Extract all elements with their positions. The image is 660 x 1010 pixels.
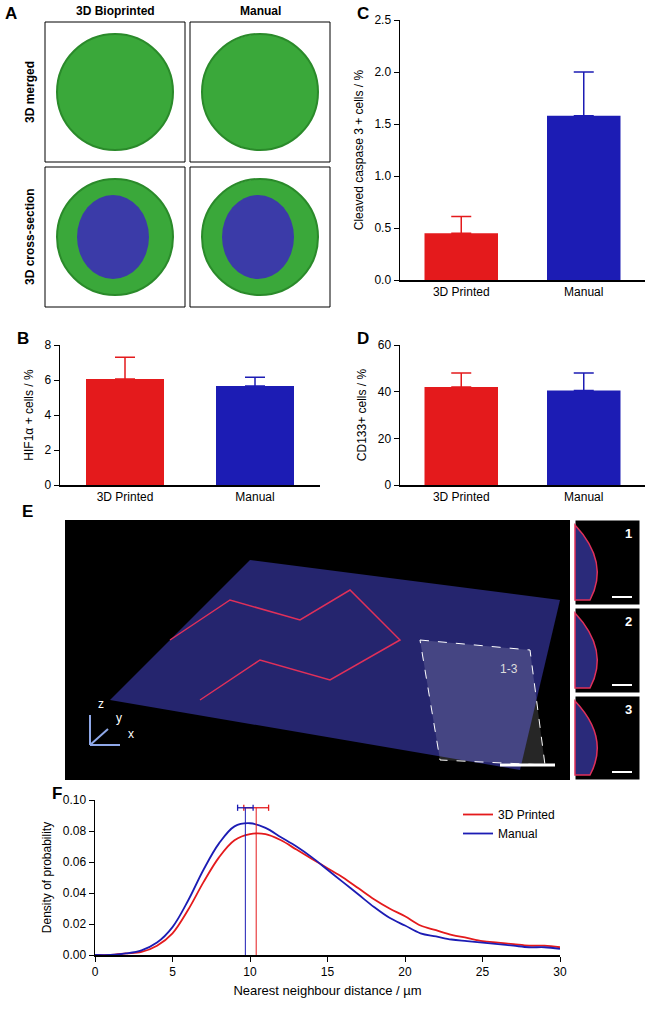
svg-text:0.08: 0.08 — [63, 824, 87, 838]
svg-text:2: 2 — [625, 614, 632, 629]
svg-text:Manual: Manual — [564, 490, 603, 504]
svg-text:CD133+ cells / %: CD133+ cells / % — [355, 368, 369, 461]
svg-text:Manual: Manual — [498, 827, 537, 841]
svg-text:0.10: 0.10 — [63, 793, 87, 807]
svg-text:E: E — [22, 502, 33, 521]
svg-text:60: 60 — [378, 338, 392, 352]
svg-text:2.0: 2.0 — [374, 65, 391, 79]
svg-text:3D merged: 3D merged — [23, 61, 37, 123]
svg-text:6: 6 — [44, 373, 51, 387]
svg-text:Density of probability: Density of probability — [40, 822, 54, 933]
svg-text:z: z — [98, 697, 104, 711]
svg-text:0: 0 — [92, 965, 99, 979]
svg-text:Manual: Manual — [235, 490, 274, 504]
svg-text:0.04: 0.04 — [63, 886, 87, 900]
svg-text:1: 1 — [625, 526, 632, 541]
svg-text:3D Printed: 3D Printed — [97, 490, 154, 504]
svg-text:0.06: 0.06 — [63, 855, 87, 869]
svg-text:40: 40 — [378, 385, 392, 399]
svg-text:2.5: 2.5 — [374, 13, 391, 27]
svg-text:30: 30 — [553, 965, 567, 979]
svg-text:20: 20 — [398, 965, 412, 979]
svg-text:C: C — [357, 4, 369, 23]
svg-text:0: 0 — [384, 478, 391, 492]
svg-text:0.02: 0.02 — [63, 917, 87, 931]
svg-text:3D Printed: 3D Printed — [433, 490, 490, 504]
svg-text:y: y — [116, 711, 122, 725]
svg-text:x: x — [128, 727, 134, 741]
svg-text:F: F — [52, 784, 62, 803]
svg-text:1.5: 1.5 — [374, 117, 391, 131]
svg-text:3D Printed: 3D Printed — [433, 285, 490, 299]
svg-text:15: 15 — [321, 965, 335, 979]
svg-text:3D Printed: 3D Printed — [498, 808, 555, 822]
svg-text:Cleaved caspase 3 + cells / %: Cleaved caspase 3 + cells / % — [352, 69, 366, 230]
svg-text:5: 5 — [169, 965, 176, 979]
svg-text:3D Bioprinted: 3D Bioprinted — [76, 4, 155, 18]
svg-text:D: D — [357, 329, 369, 348]
svg-text:0.0: 0.0 — [374, 273, 391, 287]
svg-text:25: 25 — [476, 965, 490, 979]
svg-text:1.0: 1.0 — [374, 169, 391, 183]
svg-text:A: A — [5, 4, 17, 23]
svg-text:8: 8 — [44, 338, 51, 352]
svg-text:3D cross-section: 3D cross-section — [23, 188, 37, 285]
svg-text:Manual: Manual — [240, 4, 281, 18]
svg-text:HIF1α + cells / %: HIF1α + cells / % — [22, 369, 36, 461]
svg-text:2: 2 — [44, 443, 51, 457]
svg-text:4: 4 — [44, 408, 51, 422]
svg-text:1-3: 1-3 — [500, 662, 518, 676]
svg-text:20: 20 — [378, 432, 392, 446]
svg-text:Manual: Manual — [564, 285, 603, 299]
svg-text:B: B — [17, 329, 29, 348]
svg-text:0: 0 — [44, 478, 51, 492]
svg-text:0.00: 0.00 — [63, 948, 87, 962]
svg-text:0.5: 0.5 — [374, 221, 391, 235]
svg-text:Nearest neighbour distance / µ: Nearest neighbour distance / µm — [233, 983, 421, 998]
svg-text:10: 10 — [243, 965, 257, 979]
svg-text:3: 3 — [625, 702, 632, 717]
